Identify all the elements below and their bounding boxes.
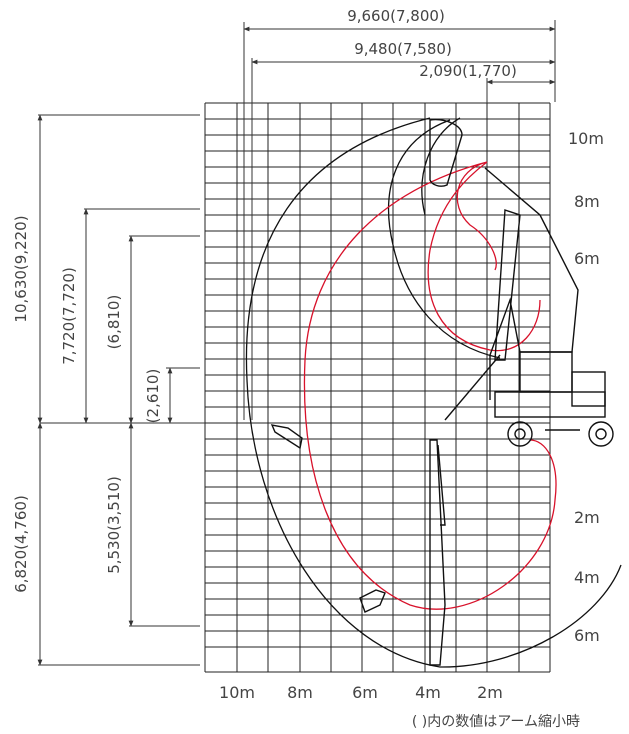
label-8m-height: 8m xyxy=(574,192,600,211)
right-axis-labels: 10m 8m 6m 2m 4m 6m xyxy=(568,129,604,645)
label-10m-height: 10m xyxy=(568,129,604,148)
excavator-silhouette xyxy=(270,118,614,666)
inner-black-envelope xyxy=(387,119,501,359)
dim-reach-max: 9,660(7,800) xyxy=(347,7,445,25)
upper-black-loop xyxy=(421,117,461,216)
label-2m-depth: 2m xyxy=(574,508,600,527)
dim-reach-ground: 9,480(7,580) xyxy=(354,40,452,58)
label-8m-reach: 8m xyxy=(287,683,313,702)
label-6m-reach: 6m xyxy=(352,683,378,702)
dim-max-height: 10,630(9,220) xyxy=(12,215,30,322)
grid xyxy=(204,102,551,673)
label-10m-reach: 10m xyxy=(219,683,255,702)
dim-min-dump-height: (2,610) xyxy=(144,369,162,424)
retracted-arm-envelope xyxy=(303,161,557,610)
max-reach-envelope xyxy=(245,117,622,668)
top-dimensions: 9,660(7,800) 9,480(7,580) 2,090(1,770) xyxy=(243,7,556,420)
label-6m-depth: 6m xyxy=(574,626,600,645)
label-4m-reach: 4m xyxy=(415,683,441,702)
dim-vertical-wall-depth: 5,530(3,510) xyxy=(105,476,123,574)
dim-max-depth: 6,820(4,760) xyxy=(12,495,30,593)
dim-dump-height: 7,720(7,720) xyxy=(60,267,78,365)
label-4m-depth: 4m xyxy=(574,568,600,587)
bottom-axis-labels: 10m 8m 6m 4m 2m xyxy=(219,683,503,702)
dim-min-radius: 2,090(1,770) xyxy=(419,62,517,80)
label-6m-height: 6m xyxy=(574,249,600,268)
label-2m-reach: 2m xyxy=(477,683,503,702)
footnote: ( )内の数値はアーム縮小時 xyxy=(412,714,580,730)
left-dimensions: 10,630(9,220) 7,720(7,720) (6,810) (2,61… xyxy=(12,114,200,666)
dim-dump-height-retracted: (6,810) xyxy=(105,295,123,350)
